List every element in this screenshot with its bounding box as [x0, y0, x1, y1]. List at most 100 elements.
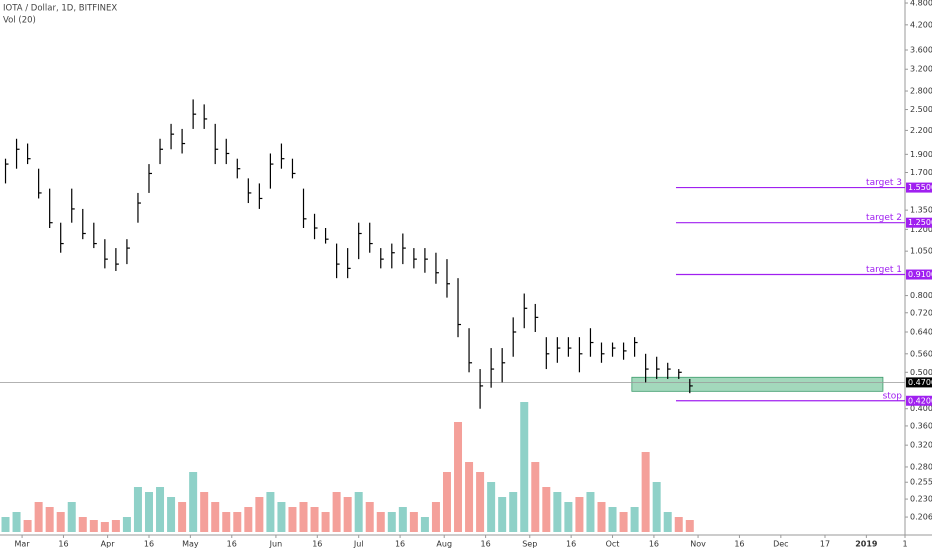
x-tick-label: 2019 [855, 540, 878, 549]
x-tick-label: 16 [395, 540, 405, 549]
volume-bar [354, 492, 363, 532]
volume-bar [189, 472, 198, 532]
x-tick-label: 16 [144, 540, 154, 549]
volume-bar [398, 507, 407, 532]
y-tick-label: 2.2000 [910, 126, 932, 135]
volume-bar [45, 507, 54, 532]
volume-bar [365, 502, 374, 532]
x-tick-label: Dec [773, 540, 788, 549]
volume-bar [310, 507, 319, 532]
level-tag [906, 395, 932, 406]
volume-bar [454, 422, 463, 532]
level-text: target 3 [866, 178, 902, 188]
level-text: target 1 [866, 265, 902, 275]
x-tick-label: Aug [436, 540, 452, 549]
volume-bar [575, 497, 584, 532]
x-tick-label: 17 [820, 540, 830, 549]
volume-bar [387, 512, 396, 532]
x-tick-label: 16 [649, 540, 659, 549]
volume-bar [233, 512, 242, 532]
y-tick-label: 1.7000 [910, 168, 932, 177]
x-tick-label: 16 [227, 540, 237, 549]
volume-bar [630, 507, 639, 532]
volume-bar [255, 497, 264, 532]
x-tick-label: 16 [734, 540, 744, 549]
chart-title: IOTA / Dollar, 1D, BITFINEX [3, 4, 117, 14]
volume-bar [553, 492, 562, 532]
volume-bar [200, 492, 209, 532]
level-tag [906, 217, 932, 228]
volume-bar [586, 492, 595, 532]
volume-bar [465, 462, 474, 532]
volume-bar [133, 487, 142, 532]
level-tag [906, 269, 932, 280]
volume-bar [56, 512, 65, 532]
y-tick-label: 0.2060 [910, 513, 932, 522]
volume-bar [509, 492, 518, 532]
volume-bar [67, 502, 76, 532]
volume-bar [520, 402, 529, 532]
x-tick-label: Sep [522, 540, 537, 549]
volume-bar [222, 512, 231, 532]
x-tick-label: 16 [58, 540, 68, 549]
volume-bar [23, 520, 32, 532]
volume-bar [266, 492, 275, 532]
volume-bar [608, 507, 617, 532]
x-tick-label: 16 [481, 540, 491, 549]
level-text: target 2 [866, 213, 902, 223]
volume-bar [288, 507, 297, 532]
volume-bar [277, 502, 286, 532]
volume-bar [663, 512, 672, 532]
last-price-tag [906, 377, 932, 388]
x-tick-label: May [182, 540, 199, 549]
level-value-label: 1.2500 [908, 218, 932, 227]
volume-bar [167, 497, 176, 532]
volume-bar [34, 502, 43, 532]
volume-bar [641, 452, 650, 532]
volume-bar [89, 520, 98, 532]
volume-bar [144, 492, 153, 532]
volume-bar [442, 472, 451, 532]
volume-bar [531, 462, 540, 532]
volume-bar [244, 507, 253, 532]
y-tick-label: 1.2000 [910, 225, 932, 234]
y-tick-label: 3.6000 [910, 46, 932, 55]
volume-bar [122, 517, 131, 532]
last-price-label: 0.4700 [908, 378, 932, 387]
volume-bar [211, 502, 220, 532]
x-tick-label: Apr [101, 540, 116, 549]
volume-bar [619, 512, 628, 532]
x-tick-label: 16 [566, 540, 576, 549]
level-tag [906, 182, 932, 193]
volume-bar [156, 487, 165, 532]
y-tick-label: 4.2000 [910, 20, 932, 29]
volume-bar [376, 512, 385, 532]
volume-bar [487, 482, 496, 532]
level-text: stop [883, 391, 903, 401]
volume-bar [178, 502, 187, 532]
volume-bar [100, 522, 109, 532]
volume-bar [431, 502, 440, 532]
volume-bar [111, 520, 120, 532]
volume-bar [343, 497, 352, 532]
volume-bar [476, 472, 485, 532]
volume-bar [652, 482, 661, 532]
volume-bar [542, 487, 551, 532]
volume-bar [498, 497, 507, 532]
level-value-label: 0.4200 [908, 396, 932, 405]
level-value-label: 1.5500 [908, 183, 932, 192]
zone [631, 376, 884, 392]
